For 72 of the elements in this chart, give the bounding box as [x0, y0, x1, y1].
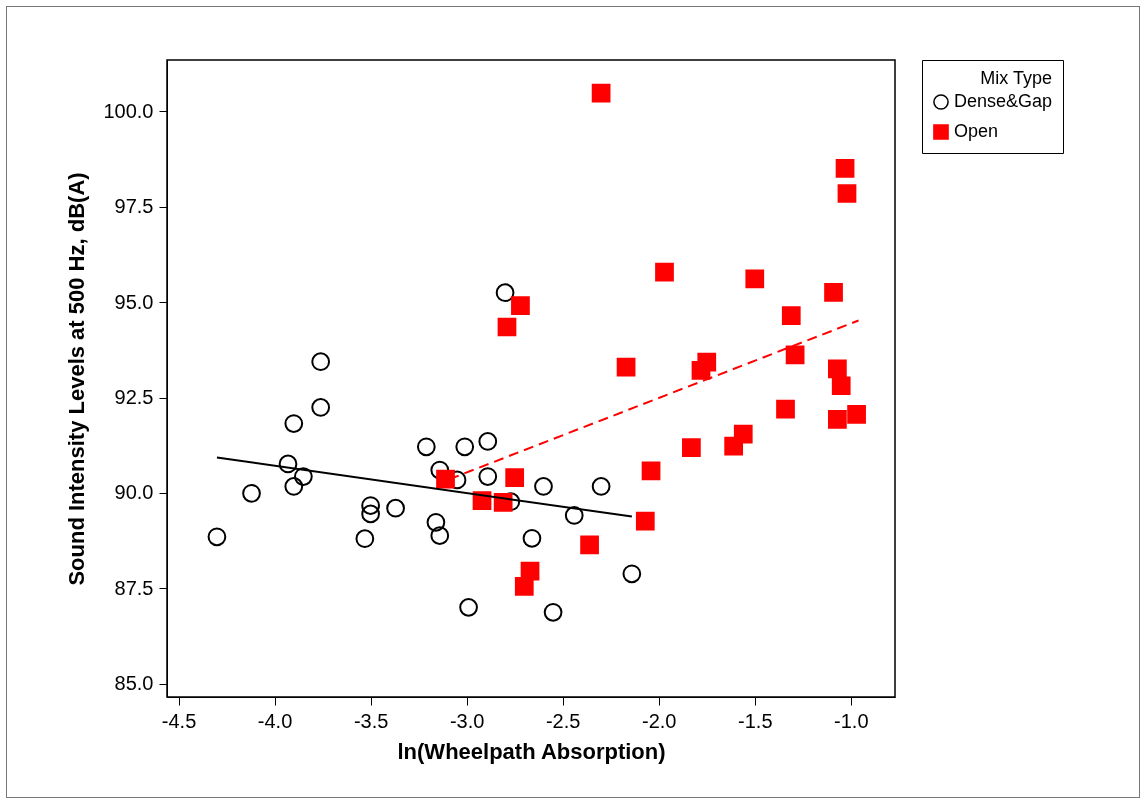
point: [655, 262, 674, 282]
y-axis-title: Sound Intensity Levels at 500 Hz, dB(A): [64, 172, 90, 586]
point: [824, 282, 843, 302]
point: [478, 432, 498, 451]
point: [564, 506, 584, 525]
point: [522, 528, 542, 548]
point: [847, 404, 866, 424]
point: [511, 296, 530, 316]
point: [284, 414, 304, 433]
y-tick-label: 95.0: [114, 290, 154, 313]
point: [781, 306, 801, 325]
point: [616, 357, 636, 377]
point: [682, 438, 701, 457]
x-axis-title: ln(Wheelpath Absorption): [397, 738, 666, 764]
point: [534, 477, 553, 496]
point: [207, 527, 227, 547]
y-tick-label: 100.0: [103, 99, 154, 122]
y-tick-label: 90.0: [114, 481, 154, 504]
legend-title: Mix Type: [980, 68, 1052, 88]
point: [828, 359, 847, 379]
point: [831, 376, 851, 396]
point: [242, 483, 261, 503]
point: [635, 511, 655, 531]
point: [430, 460, 450, 480]
x-tick-label: -4.0: [257, 709, 293, 732]
y-tick-label: 85.0: [114, 672, 154, 695]
point: [591, 477, 611, 496]
x-tick-label: -3.5: [353, 709, 389, 732]
point: [278, 454, 298, 474]
point: [835, 158, 855, 178]
point: [284, 477, 304, 496]
y-tick-label: 87.5: [114, 576, 154, 599]
point: [497, 317, 517, 337]
point: [622, 564, 642, 584]
point: [785, 345, 805, 365]
point: [386, 498, 405, 518]
point: [505, 468, 525, 488]
point: [745, 269, 765, 289]
x-tick-label: -3.0: [449, 709, 485, 732]
x-tick-label: -4.5: [161, 709, 197, 732]
legend-label: Dense&Gap: [954, 91, 1053, 111]
point: [430, 526, 450, 545]
point: [311, 398, 331, 417]
y-tick-label: 92.5: [114, 386, 154, 409]
y-tick-label: 97.5: [114, 195, 154, 218]
point: [311, 352, 331, 372]
x-tick-label: -2.5: [545, 709, 581, 732]
point: [543, 602, 563, 622]
point: [837, 184, 857, 203]
point: [514, 577, 534, 596]
point: [294, 467, 313, 486]
point: [416, 437, 436, 457]
point: [495, 283, 515, 303]
point: [455, 437, 475, 457]
point: [355, 529, 375, 549]
x-tick-label: -1.5: [738, 709, 773, 732]
point: [426, 512, 446, 532]
point: [776, 399, 795, 419]
x-tick-label: -2.0: [642, 709, 677, 732]
x-tick-label: -1.0: [834, 709, 869, 732]
point: [459, 598, 478, 617]
point: [724, 436, 744, 456]
point: [436, 469, 455, 489]
point: [478, 467, 498, 486]
point: [641, 461, 661, 481]
legend-label: Open: [954, 121, 999, 141]
point: [828, 409, 847, 429]
point: [361, 496, 380, 515]
point: [361, 504, 380, 524]
point: [591, 83, 611, 103]
point: [580, 535, 599, 555]
point: [691, 361, 711, 380]
